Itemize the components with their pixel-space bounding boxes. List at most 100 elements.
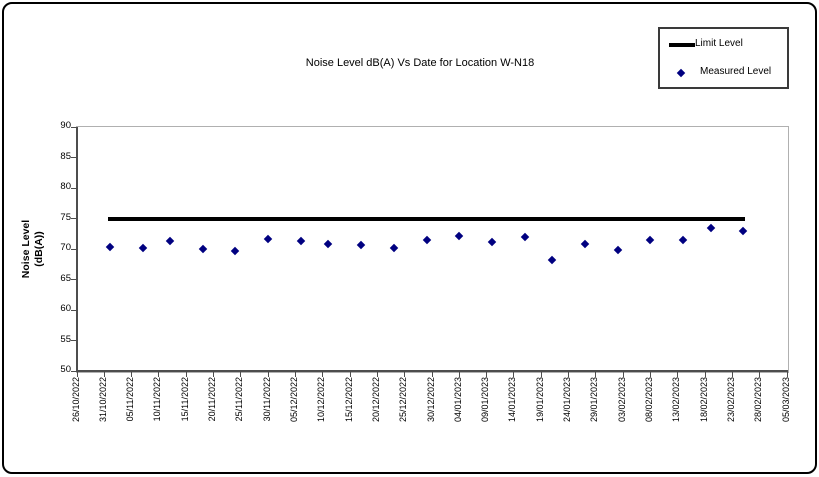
measured-level-point [739,227,748,236]
x-tick-label: 28/02/2023 [753,377,764,423]
x-tick-mark [240,372,242,377]
measured-level-point [455,231,464,241]
limit-level-line [107,216,746,221]
y-tick-mark [71,248,76,250]
y-tick-label: 70 [60,242,71,253]
y-tick-label: 55 [60,333,71,345]
y-tick-mark [71,218,76,219]
x-tick-mark [131,372,133,377]
measured-level-point [165,236,175,246]
x-tick-mark [322,372,324,377]
x-tick-mark [540,372,542,377]
x-tick-label: 05/11/2022 [125,377,136,422]
x-tick-label: 19/01/2023 [534,377,545,423]
x-tick-label: 24/01/2023 [562,377,573,423]
y-tick-label: 50 [60,364,71,375]
x-tick-mark [486,372,488,377]
x-tick-mark [185,372,187,377]
legend-label-limit: Limit Level [695,38,743,49]
y-tick-label: 85 [60,150,71,162]
x-tick-mark [731,372,733,377]
x-tick-label: 18/02/2023 [698,377,709,423]
x-tick-mark [376,372,378,377]
x-axis-line [76,370,788,372]
legend-label-measured: Measured Level [700,66,772,77]
x-tick-label: 13/02/2023 [671,377,682,423]
x-tick-label: 05/12/2022 [288,377,299,423]
measured-level-point [198,244,207,254]
x-tick-mark [267,372,269,377]
x-tick-mark [568,372,570,377]
x-tick-label: 20/12/2022 [370,377,381,423]
measured-diamond-swatch [676,68,686,78]
x-tick-label: 10/12/2022 [316,377,327,423]
measured-level-point [263,234,273,244]
measured-level-point [706,224,715,233]
x-tick-label: 20/11/2022 [207,377,218,422]
x-tick-mark [404,372,406,377]
y-tick-mark [71,279,76,280]
x-tick-label: 10/11/2022 [152,377,163,422]
x-tick-label: 15/12/2022 [343,377,354,423]
y-tick-mark [71,340,76,341]
x-tick-label: 31/10/2022 [97,377,108,423]
y-tick-label: 75 [60,211,71,223]
plot-area [71,126,789,377]
y-tick-mark [71,370,76,372]
y-tick-label: 80 [60,181,71,192]
measured-level-point [520,232,530,242]
x-tick-mark [213,372,215,377]
x-tick-mark [704,372,706,377]
legend-item-measured-level: Measured Level [660,65,787,81]
measured-level-point [487,238,497,247]
x-tick-label: 29/01/2023 [589,377,600,423]
x-tick-label: 25/12/2022 [398,377,409,423]
x-tick-label: 30/11/2022 [261,377,272,422]
x-tick-label: 08/02/2023 [643,377,654,423]
x-tick-label: 03/02/2023 [616,377,627,423]
x-tick-mark [431,372,433,377]
x-tick-label: 05/03/2023 [780,377,791,423]
x-tick-mark [349,372,351,377]
y-tick-mark [71,126,76,128]
legend-item-limit-level: Limit Level [660,37,787,53]
x-tick-mark [622,372,624,377]
measured-level-point [389,243,399,253]
measured-level-point [613,245,622,255]
y-tick-mark [71,187,76,189]
x-tick-label: 26/10/2022 [70,377,81,423]
measured-level-point [231,246,240,256]
x-tick-mark [458,372,460,377]
x-tick-label: 30/12/2022 [425,377,436,423]
x-tick-mark [158,372,160,377]
legend: Limit Level Measured Level [658,27,789,89]
x-tick-mark [649,372,651,377]
y-axis-title-line1: Noise Level [20,219,32,279]
limit-line-swatch [669,43,695,47]
measured-level-point [296,236,306,246]
measured-level-point [422,235,431,245]
x-tick-label: 14/01/2023 [507,377,518,423]
x-tick-label: 25/11/2022 [234,377,245,422]
x-tick-label: 09/01/2023 [480,377,491,423]
x-tick-mark [595,372,597,377]
x-tick-mark [677,372,679,377]
measured-level-point [547,255,557,265]
y-tick-label: 60 [60,303,71,314]
measured-level-point [323,239,333,248]
y-axis-line [76,127,78,372]
measured-level-point [646,236,655,245]
measured-level-point [138,244,147,253]
y-tick-label: 65 [60,272,71,284]
x-tick-label: 04/01/2023 [452,377,463,423]
x-tick-mark [513,372,515,377]
measured-level-point [105,242,115,252]
x-tick-mark [76,372,78,377]
x-tick-mark [786,372,788,377]
x-tick-mark [103,372,105,377]
measured-level-point [678,235,688,245]
y-tick-mark [71,157,76,158]
x-tick-label: 15/11/2022 [179,377,190,422]
chart-title: Noise Level dB(A) Vs Date for Location W… [305,57,535,69]
measured-level-point [580,239,590,248]
